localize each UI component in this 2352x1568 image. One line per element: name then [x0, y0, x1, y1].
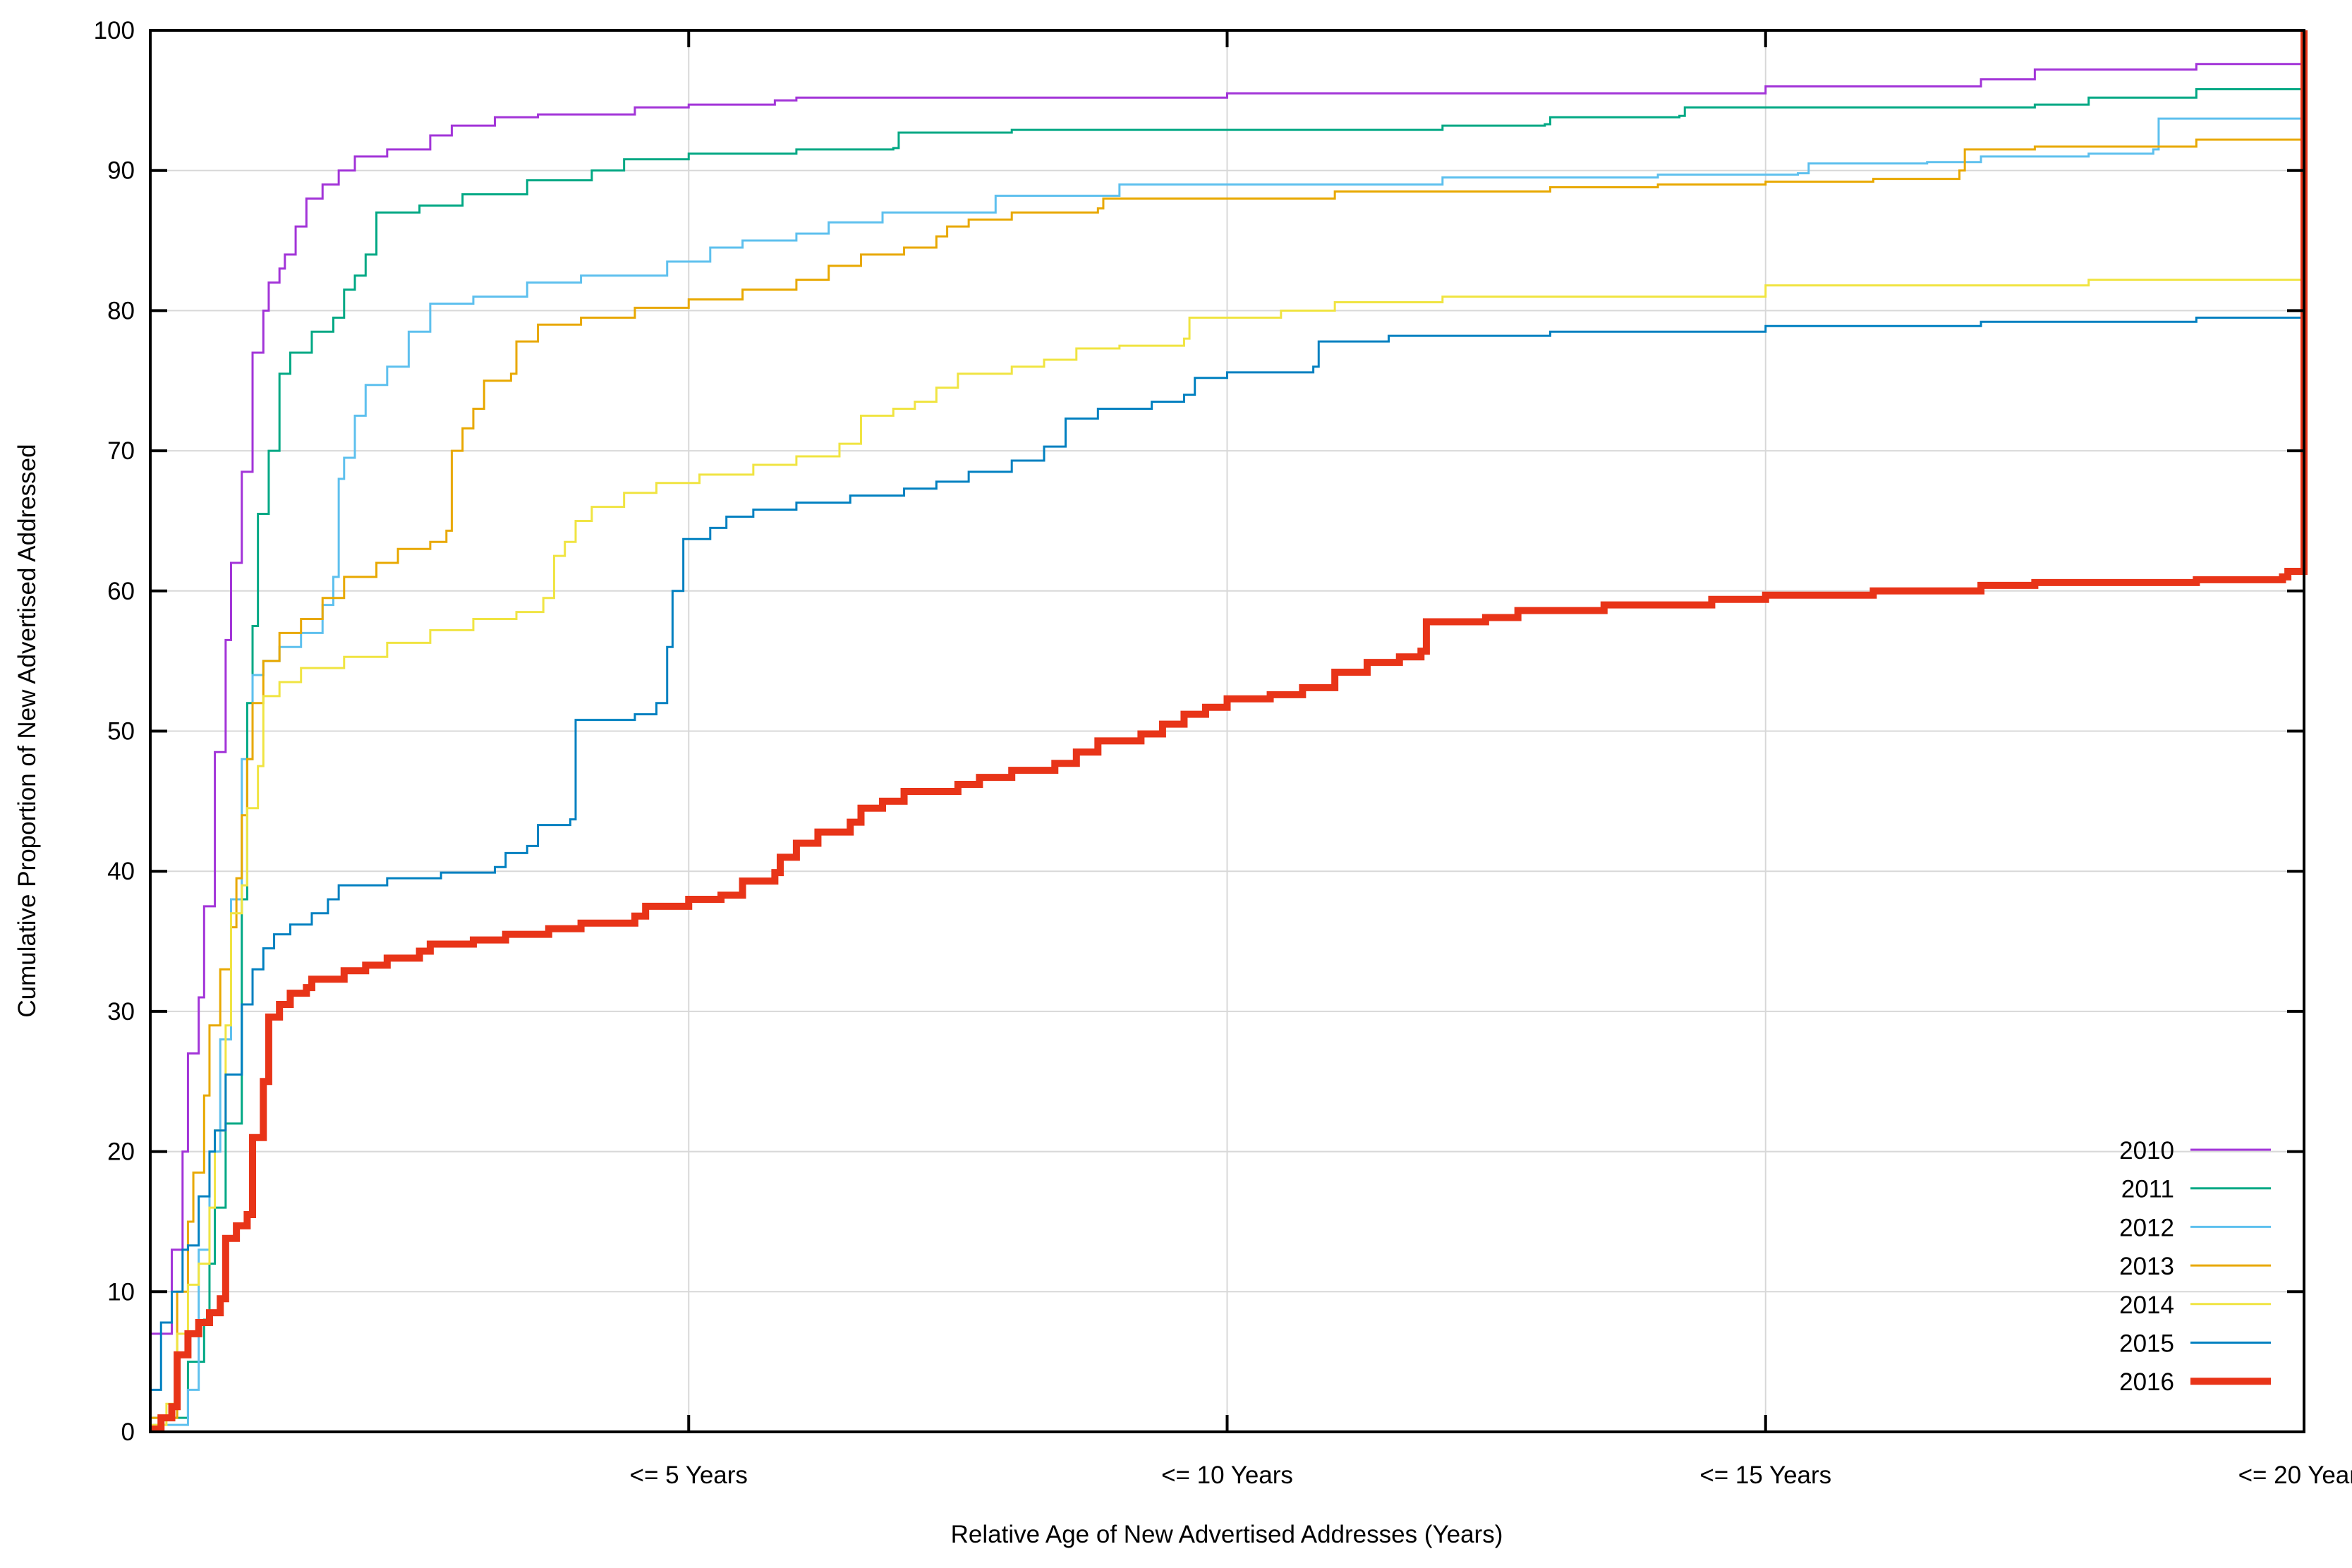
y-tick-label: 20: [107, 1138, 135, 1166]
series-line-2013: [150, 128, 2305, 1419]
y-tick-label: 40: [107, 858, 135, 885]
x-tick-label: <= 20 Years: [2238, 1461, 2352, 1489]
series-line-2011: [150, 75, 2305, 1419]
legend-label: 2010: [2119, 1137, 2174, 1165]
x-axis-label: Relative Age of New Advertised Addresses…: [951, 1521, 1503, 1548]
x-tick-label: <= 10 Years: [1161, 1461, 1293, 1489]
legend-label: 2011: [2121, 1176, 2174, 1203]
series-line-2010: [150, 58, 2305, 1335]
series-line-2016: [150, 30, 2308, 1433]
legend: 2010 2011 2012 2013 2014 2015 2016: [2119, 1137, 2271, 1396]
y-tick-label: 80: [107, 297, 135, 324]
series-line-2015: [150, 313, 2305, 1391]
x-tick-labels: <= 5 Years <= 10 Years <= 15 Years <= 20 Ye…: [630, 1461, 2352, 1489]
gridlines: [150, 30, 2304, 1432]
legend-label: 2016: [2119, 1368, 2174, 1396]
legend-label: 2015: [2119, 1330, 2174, 1358]
y-tick-labels: 0 10 20 30 40 50 60 70 80 90 100: [94, 17, 135, 1446]
x-tick-label: <= 5 Years: [630, 1461, 748, 1489]
y-tick-label: 70: [107, 437, 135, 465]
y-tick-label: 60: [107, 578, 135, 605]
legend-label: 2013: [2119, 1253, 2174, 1280]
y-axis-label: Cumulative Proportion of New Advertised …: [13, 444, 41, 1017]
y-tick-label: 30: [107, 998, 135, 1026]
plot-frame: [149, 29, 2305, 1433]
x-tick-label: <= 15 Years: [1699, 1461, 1831, 1489]
y-tick-label: 50: [107, 718, 135, 746]
y-tick-label: 10: [107, 1278, 135, 1306]
y-tick-label: 100: [94, 17, 135, 44]
legend-label: 2012: [2119, 1214, 2174, 1241]
y-tick-label: 90: [107, 157, 135, 185]
y-tick-label: 0: [121, 1418, 135, 1446]
series-line-2014: [150, 271, 2305, 1426]
series-lines: [150, 30, 2308, 1433]
axes: [149, 29, 2305, 1433]
legend-label: 2014: [2119, 1292, 2174, 1319]
